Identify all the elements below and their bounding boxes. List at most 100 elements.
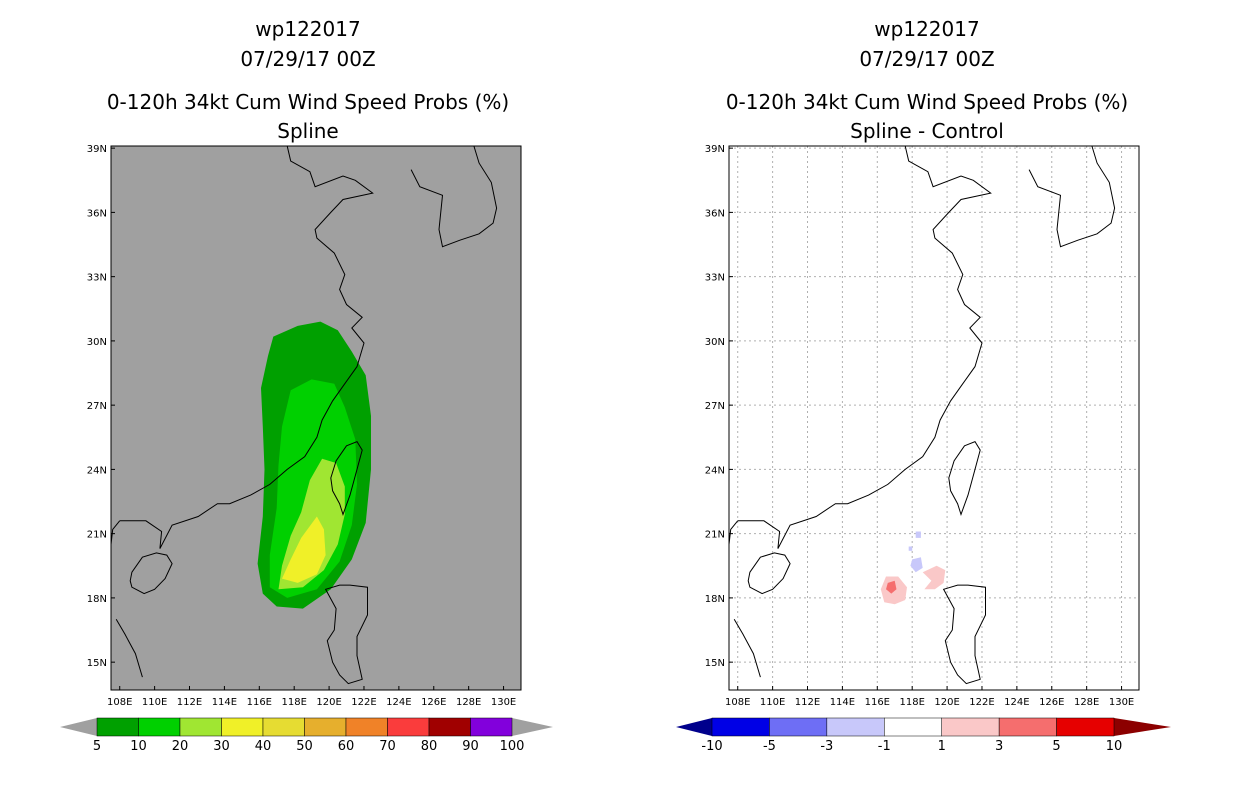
colorbar-label-1: 1 [938,739,946,754]
coastline-hainan [747,552,791,595]
colorbar-label-80: 80 [421,739,438,754]
colorbar-swatch-1 [711,717,770,737]
colorbar-over-arrow [1114,718,1171,736]
contour--3--1-4 [915,531,921,538]
chart-title-line-1: wp122017 [255,17,360,41]
chart-title-line-2: 07/29/17 00Z [240,47,375,71]
colorbar-swatch-5 [262,717,305,737]
colorbar: 5 10 20 30 40 50 60 70 80 90 100 [60,717,553,754]
contour-3-5-2 [886,580,897,594]
coastline-korea [1028,146,1116,248]
x-tick-label-112E: 112E [177,697,202,708]
y-tick-label-18N: 18N [705,594,725,605]
y-tick-label-36N: 36N [87,208,107,219]
x-tick-label-108E: 108E [725,697,750,708]
colorbar-label--1: -1 [878,739,891,754]
y-tick-label-21N: 21N [705,530,725,541]
colorbar: -10 -5 -3 -1 1 3 5 10 [676,717,1171,754]
y-tick-label-39N: 39N [87,144,107,155]
plot-frame [110,145,522,691]
colorbar-swatch-6 [998,717,1057,737]
coastline-taiwan [330,440,363,516]
x-tick-label-126E: 126E [1039,697,1064,708]
coastline-luzon [942,584,986,685]
coastline-china [119,146,374,549]
colorbar-label-10: 10 [1106,739,1123,754]
colorbar-swatch-4 [884,717,942,737]
x-tick-label-114E: 114E [830,697,855,708]
y-tick-label-36N: 36N [705,208,725,219]
chart-title-line-4: Spline [277,119,338,143]
colorbar-swatch-5 [941,717,1000,737]
x-tick-label-120E: 120E [934,697,959,708]
coastline-luzon [324,584,368,685]
x-tick-label-130E: 130E [1109,697,1134,708]
y-tick-label-24N: 24N [87,465,107,476]
colorbar-label-90: 90 [462,739,479,754]
x-tick-label-118E: 118E [899,697,924,708]
y-tick-label-30N: 30N [87,337,107,348]
plot-content [111,146,498,685]
x-tick-label-128E: 128E [456,697,481,708]
colorbar-label-30: 30 [213,739,230,754]
y-tick-label-39N: 39N [705,144,725,155]
x-tick-label-124E: 124E [1004,697,1029,708]
x-tick-label-112E: 112E [795,697,820,708]
coastline-vietnam [111,520,121,545]
chart-title-line-3: 0-120h 34kt Cum Wind Speed Probs (%) [726,90,1128,114]
chart-title-line-1: wp122017 [874,17,979,41]
colorbar-over-arrow [512,718,553,736]
plot-area [729,146,1139,690]
y-tick-label-27N: 27N [87,401,107,412]
x-tick-label-122E: 122E [351,697,376,708]
plot-frame [728,145,1140,691]
contour--3--1-3 [910,557,923,573]
coastline-south [733,619,761,678]
coastline-taiwan [948,440,981,516]
colorbar-label-10: 10 [130,739,147,754]
y-tick-label-33N: 33N [705,273,725,284]
y-tick-label-24N: 24N [705,465,725,476]
x-tick-label-116E: 116E [247,697,272,708]
x-tick-label-130E: 130E [491,697,516,708]
colorbar-label--5: -5 [763,739,776,754]
colorbar-label-3: 3 [995,739,1003,754]
colorbar-swatch-9 [428,717,471,737]
colorbar-label-70: 70 [379,739,396,754]
y-tick-label-30N: 30N [705,337,725,348]
x-tick-label-110E: 110E [142,697,167,708]
contour-1-3-1 [922,565,946,590]
coastline-hainan [129,552,173,595]
colorbar-label-60: 60 [338,739,355,754]
colorbar-under-arrow [60,718,97,736]
y-tick-label-33N: 33N [87,273,107,284]
contour-30-40-3 [282,516,326,583]
y-tick-label-15N: 15N [705,658,725,669]
x-tick-label-122E: 122E [969,697,994,708]
x-tick-label-118E: 118E [281,697,306,708]
x-tick-label-116E: 116E [865,697,890,708]
colorbar-swatch-2 [138,717,181,737]
y-tick-label-18N: 18N [87,594,107,605]
y-tick-label-21N: 21N [87,530,107,541]
x-tick-label-124E: 124E [386,697,411,708]
plot-content [729,146,1139,690]
colorbar-swatch-7 [1056,717,1115,737]
colorbar-swatch-6 [304,717,347,737]
colorbar-label-40: 40 [255,739,272,754]
coastline-south [115,619,143,678]
colorbar-label--10: -10 [701,739,722,754]
colorbar-swatch-3 [826,717,885,737]
colorbar-swatch-2 [769,717,828,737]
colorbar-under-arrow [676,718,712,736]
chart-title-line-2: 07/29/17 00Z [859,47,994,71]
colorbar-swatch-8 [387,717,430,737]
colorbar-label-5: 5 [1052,739,1060,754]
coastline-china [737,146,992,549]
colorbar-label-100: 100 [500,739,525,754]
colorbar-swatch-7 [345,717,388,737]
x-tick-label-108E: 108E [107,697,132,708]
colorbar-swatch-1 [96,717,139,737]
colorbar-label-20: 20 [172,739,189,754]
chart-title-line-3: 0-120h 34kt Cum Wind Speed Probs (%) [107,90,509,114]
